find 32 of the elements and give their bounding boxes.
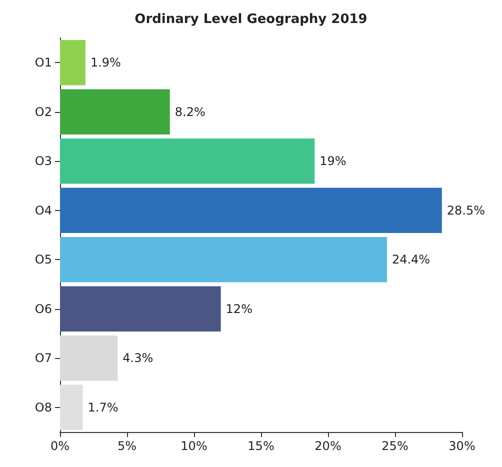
y-tick-label: O3 <box>34 154 52 168</box>
y-tick-label: O1 <box>34 56 52 70</box>
x-tick-label: 20% <box>314 439 342 453</box>
x-tick-label: 30% <box>448 439 476 453</box>
x-tick-label: 5% <box>117 439 137 453</box>
data-label: 4.3% <box>122 351 154 366</box>
x-tick-label: 0% <box>50 439 70 453</box>
x-tick-label: 25% <box>382 439 408 453</box>
data-label: 1.9% <box>90 56 121 70</box>
y-tick-label: O4 <box>34 203 52 218</box>
data-label: 19% <box>320 154 346 168</box>
y-tick-label: O5 <box>34 252 52 267</box>
data-label: 8.2% <box>174 104 206 119</box>
bar <box>60 89 170 135</box>
y-tick-label: O8 <box>34 400 52 414</box>
data-label: 1.7% <box>88 400 118 414</box>
bar <box>60 138 315 184</box>
x-tick-label: 10% <box>180 439 208 453</box>
chart-title: Ordinary Level Geography 2019 <box>134 12 368 27</box>
data-label: 24.4% <box>392 252 430 267</box>
data-label: 28.5% <box>446 203 486 218</box>
bar <box>60 188 442 234</box>
y-tick-label: O2 <box>34 104 52 119</box>
data-label: 12% <box>226 302 252 316</box>
bar <box>60 236 387 282</box>
x-tick-label: 15% <box>248 439 274 453</box>
bar <box>60 40 86 86</box>
bar <box>60 384 83 430</box>
bar <box>60 335 118 381</box>
bar <box>60 286 221 332</box>
y-tick-label: O6 <box>34 302 52 316</box>
y-tick-label: O7 <box>34 351 52 366</box>
